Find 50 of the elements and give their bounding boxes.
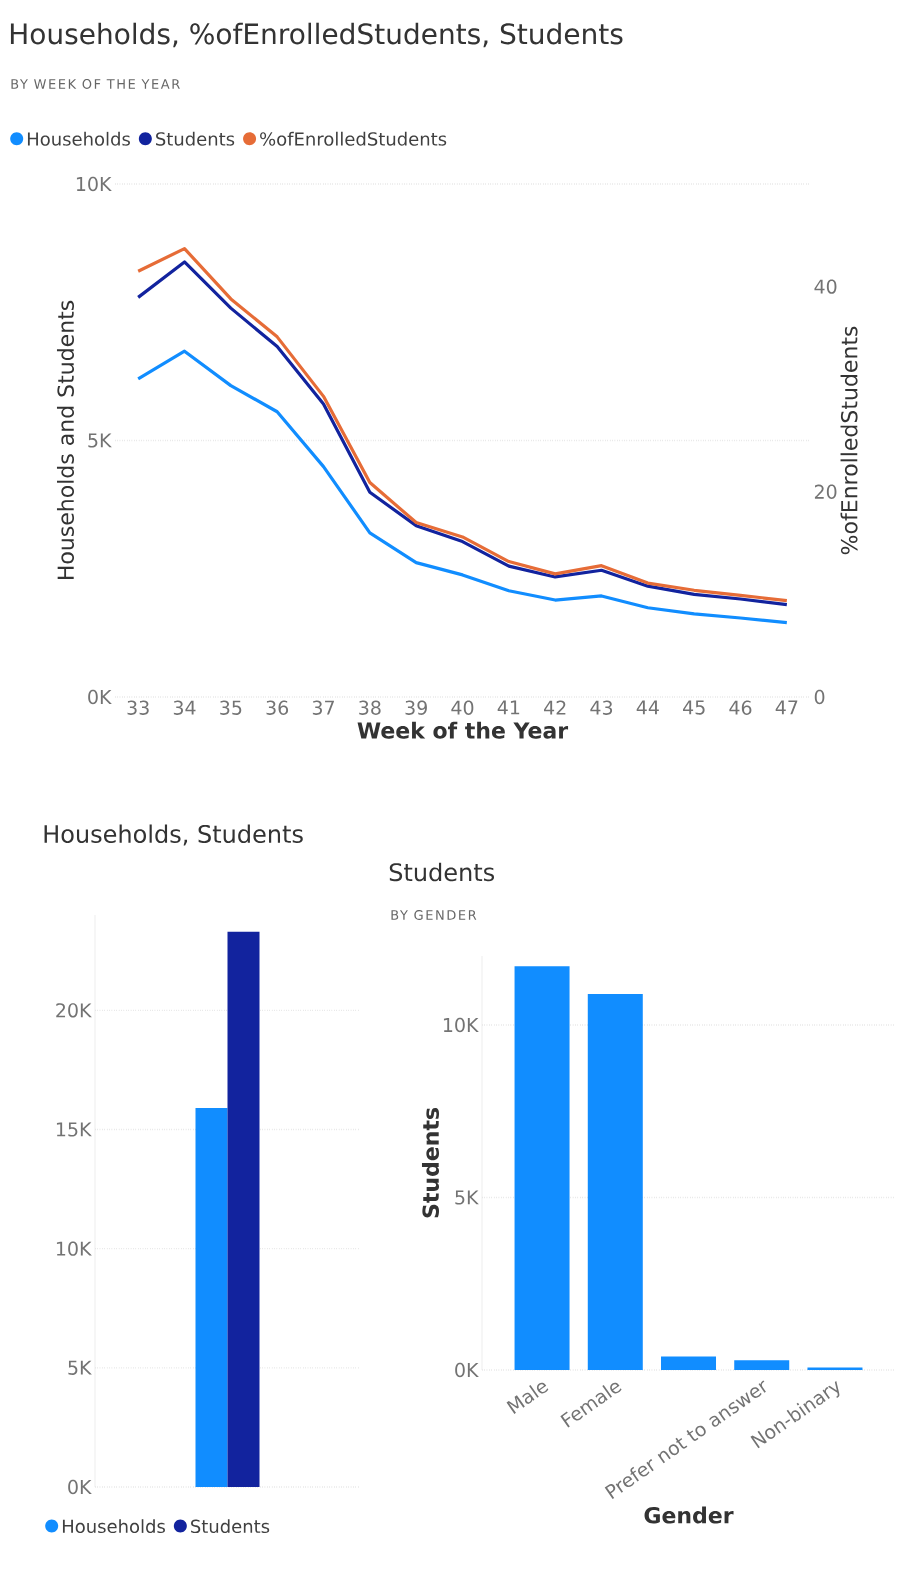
chart-subtitle: BY WEEK OF THE YEAR (11, 79, 180, 89)
bar (587, 993, 643, 1370)
y-tick-label: 5K (68, 1360, 92, 1375)
x-tick-label: 45 (683, 700, 705, 715)
x-axis-title: Week of the Year (357, 721, 569, 739)
y2-tick-label: 40 (814, 279, 837, 294)
y-tick-label: 15K (56, 1122, 92, 1137)
chart-title: Households, Students (44, 824, 303, 846)
x-axis-title: Gender (644, 1506, 734, 1524)
legend-label: Students (156, 131, 235, 146)
chart-subtitle: BY GENDER (391, 910, 477, 920)
x-tick-label: 38 (359, 700, 381, 715)
bar (514, 966, 570, 1370)
bar (661, 1356, 717, 1370)
y-tick-label: 20K (56, 1003, 92, 1018)
x-tick-label: 44 (636, 700, 659, 715)
x-tick-label: 39 (405, 700, 427, 715)
y-tick-label: 5K (455, 1190, 479, 1205)
x-tick-label: 43 (590, 700, 613, 715)
x-tick-label: 33 (127, 700, 149, 715)
y-axis-title: Households and Students (56, 300, 74, 579)
bar (734, 1360, 790, 1370)
line-series (136, 349, 789, 625)
x-tick-label: 41 (497, 700, 520, 715)
y2-tick-label: 20 (814, 484, 837, 499)
y-axis-title: Students (421, 1108, 440, 1218)
legend-label: %ofEnrolledStudents (260, 131, 447, 146)
y2-axis-title: %ofEnrolledStudents (840, 326, 858, 555)
chart-title: Households, %ofEnrolledStudents, Students (10, 22, 623, 48)
legend-label: Households (62, 1519, 165, 1534)
x-tick-label: 35 (220, 700, 242, 715)
x-tick-label: 37 (312, 700, 334, 715)
x-tick-label: 42 (544, 700, 566, 715)
y-tick-label: 10K (443, 1017, 479, 1033)
x-tick-label: 47 (775, 700, 798, 715)
x-tick-label: Male (506, 1382, 549, 1414)
x-tick-label: 46 (729, 700, 752, 715)
x-tick-label: 34 (173, 700, 196, 715)
y-tick-label: 10K (56, 1241, 92, 1256)
y-tick-label: 0K (68, 1479, 92, 1495)
y2-tick-label: 0 (814, 689, 825, 705)
y-tick-label: 0K (455, 1362, 479, 1378)
y-tick-label: 0K (88, 689, 112, 705)
y-tick-label: 5K (88, 433, 112, 448)
x-tick-label: 36 (266, 700, 289, 715)
chart-title: Students (389, 862, 495, 882)
legend-label: Households (27, 131, 130, 146)
y-tick-label: 10K (76, 176, 112, 192)
x-tick-label: 40 (451, 700, 474, 715)
legend-label: Students (191, 1519, 270, 1534)
